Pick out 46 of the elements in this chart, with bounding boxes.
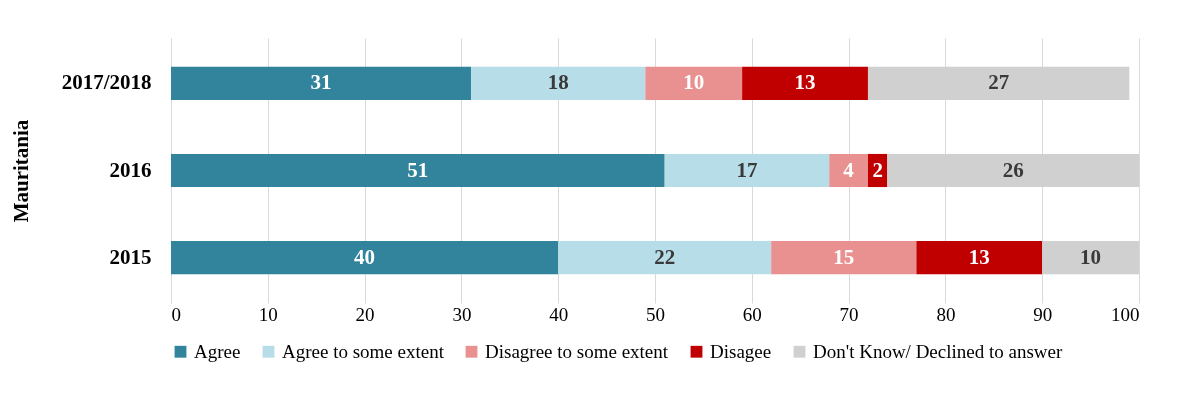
x-tick-label: 70 [839,303,859,325]
x-tick-label: 40 [549,303,569,325]
data-label: 51 [407,157,429,182]
legend-label: Disagee [710,340,772,362]
data-label: 17 [736,157,758,182]
data-label: 18 [547,70,569,95]
legend-label: Don't Know/ Declined to answer [813,340,1063,362]
x-tick-label: 0 [171,303,181,325]
bar [742,66,868,100]
data-label: 26 [1002,157,1024,182]
x-tick-label: 90 [1033,303,1053,325]
data-label: 22 [654,244,676,269]
data-label: 13 [794,70,816,95]
data-label: 10 [1080,244,1102,269]
bar [916,241,1043,275]
x-tick-label: 80 [936,303,956,325]
y-tick-label: 2016 [109,157,152,182]
legend-label: Agree to some extent [282,340,445,362]
legend-label: Agree [194,340,241,362]
y-tick-label: 2015 [109,244,152,269]
bar [558,241,772,275]
x-tick-label: 60 [742,303,762,325]
x-tick-label: 10 [258,303,278,325]
bar [771,241,917,275]
legend-label: Disagree to some extent [485,340,669,362]
data-label: 10 [683,70,705,95]
bar [664,153,830,188]
x-tick-label: 20 [355,303,375,325]
data-label: 40 [354,244,376,269]
bar [471,66,646,100]
x-tick-label: 100 [1111,303,1140,325]
data-label: 13 [968,244,990,269]
y-axis-title: Mauritania [8,119,33,223]
y-tick-label: 2017/2018 [61,70,152,95]
bar [171,66,472,100]
data-label: 15 [833,244,855,269]
data-label: 31 [310,70,332,95]
data-label: 4 [843,157,855,182]
x-tick-label: 50 [646,303,665,325]
data-label: 2 [872,157,883,182]
bar [829,153,868,188]
bar [645,66,743,100]
bar [171,153,665,188]
bar [171,241,559,275]
x-tick-label: 30 [452,303,472,325]
data-label: 27 [988,70,1010,95]
